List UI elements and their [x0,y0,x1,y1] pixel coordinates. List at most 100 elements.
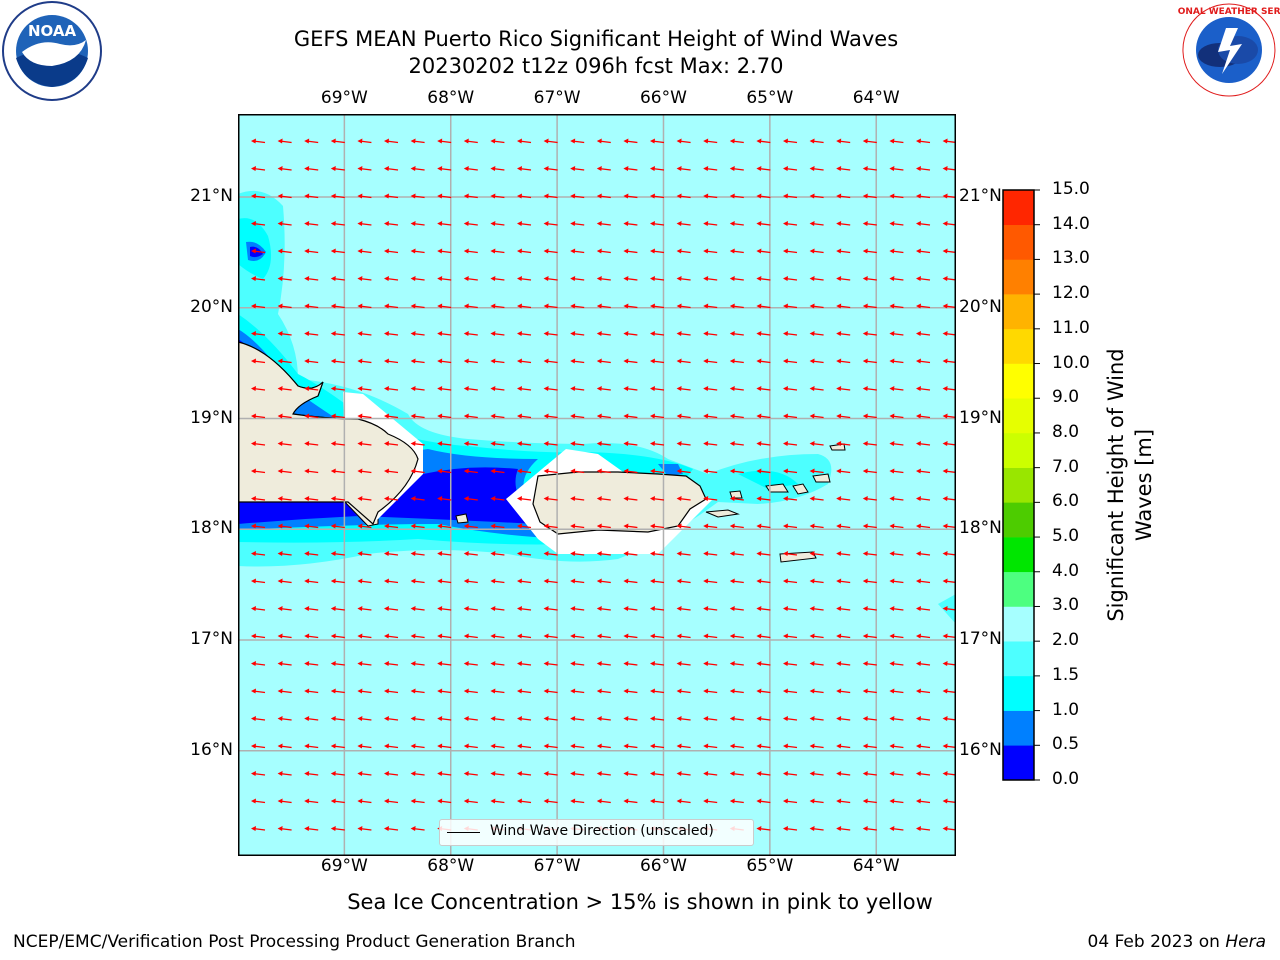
wave-direction-arrow [862,716,877,721]
wave-direction-arrow [517,688,532,694]
wave-direction-arrow [596,798,611,804]
wave-direction-arrow [410,248,425,254]
wave-direction-arrow [304,413,319,419]
wave-direction-arrow [543,688,558,694]
map-tick-label: 69°W [320,856,368,876]
wave-direction-arrow [490,166,505,171]
wave-direction-arrow [703,303,718,309]
wave-direction-arrow [517,166,532,171]
wave-direction-arrow [596,166,611,171]
map-tick-label: 20°N [959,296,1002,317]
wave-direction-arrow [916,413,931,419]
wave-direction-arrow [543,331,558,336]
wave-direction-arrow [836,633,851,639]
wave-direction-arrow [277,138,292,144]
wave-direction-arrow [783,166,798,171]
wave-direction-arrow [889,193,904,199]
wave-direction-arrow [596,386,611,391]
wave-direction-arrow [330,468,345,474]
wave-direction-arrow [437,358,452,364]
wave-direction-arrow [676,716,691,721]
wave-direction-arrow [703,193,718,199]
wave-direction-arrow [277,303,292,309]
wave-direction-arrow [330,441,345,446]
national-weather-service-logo-icon: NATIONAL WEATHER SERVICE [1178,2,1280,98]
wave-direction-arrow [463,413,478,419]
wave-direction-arrow [570,386,585,391]
wave-direction-arrow [437,386,452,391]
wave-direction-arrow [410,441,425,446]
wave-direction-arrow [756,633,771,639]
wave-direction-arrow [650,688,665,694]
wave-direction-arrow [623,221,638,226]
wave-direction-arrow [517,331,532,336]
wave-direction-arrow [703,688,718,694]
wave-direction-arrow [650,441,665,446]
wave-direction-arrow [676,358,691,364]
wave-direction-arrow [916,221,931,226]
wave-direction-arrow [729,358,744,364]
wave-direction-arrow [862,688,877,694]
wave-direction-arrow [490,138,505,144]
wave-direction-arrow [676,688,691,694]
colorbar-tick-label: 2.0 [1052,630,1080,651]
wave-direction-arrow [251,743,266,749]
wave-direction-arrow [809,441,824,446]
wave-direction-arrow [437,138,452,144]
wave-direction-arrow [809,578,824,584]
wave-direction-arrow [277,606,292,611]
wave-direction-arrow [756,441,771,446]
wave-direction-arrow [676,771,691,776]
wave-direction-arrow [650,606,665,611]
wave-direction-arrow [463,551,478,556]
wave-direction-arrow [703,716,718,721]
wave-direction-arrow [862,303,877,309]
wave-direction-arrow [623,578,638,584]
wave-direction-arrow [357,578,372,584]
wave-direction-arrow [916,523,931,529]
wave-direction-arrow [543,413,558,419]
wave-direction-arrow [304,523,319,529]
wave-direction-arrow [384,496,399,501]
wave-direction-arrow [410,606,425,611]
wave-direction-arrow [330,826,345,831]
wave-direction-arrow [650,221,665,226]
wave-direction-arrow [357,688,372,694]
wave-direction-arrow [809,221,824,226]
wave-direction-arrow [570,413,585,419]
wave-direction-arrow [357,716,372,721]
wave-direction-arrow [862,248,877,254]
wave-direction-arrow [410,716,425,721]
wave-direction-arrow [410,688,425,694]
wave-direction-arrow [916,606,931,611]
colorbar-tick-label: 5.0 [1052,526,1080,547]
wave-direction-arrow [330,193,345,199]
wave-direction-arrow [862,578,877,584]
wave-direction-arrow [783,606,798,611]
legend-label: Wind Wave Direction (unscaled) [490,823,714,839]
wave-direction-arrow [703,221,718,226]
wave-direction-arrow [809,798,824,804]
wave-direction-arrow [862,386,877,391]
wave-direction-arrow [570,166,585,171]
wave-direction-arrow [330,221,345,226]
footer-date-text: 04 Feb 2023 on [1087,932,1226,952]
wave-direction-arrow [330,606,345,611]
wave-direction-arrow [357,386,372,391]
wave-direction-arrow [809,138,824,144]
wave-direction-arrow [437,798,452,804]
wave-direction-arrow [862,468,877,474]
wave-direction-arrow [756,358,771,364]
wave-direction-arrow [676,193,691,199]
wave-direction-arrow [410,193,425,199]
wave-direction-arrow [517,138,532,144]
wave-direction-arrow [756,688,771,694]
wave-direction-arrow [623,523,638,529]
wave-direction-arrow [676,523,691,529]
wave-direction-arrow [650,358,665,364]
wave-direction-arrow [543,441,558,446]
wave-direction-arrow [570,606,585,611]
wave-direction-arrow [304,166,319,171]
wave-direction-arrow [543,193,558,199]
wave-direction-arrow [357,441,372,446]
